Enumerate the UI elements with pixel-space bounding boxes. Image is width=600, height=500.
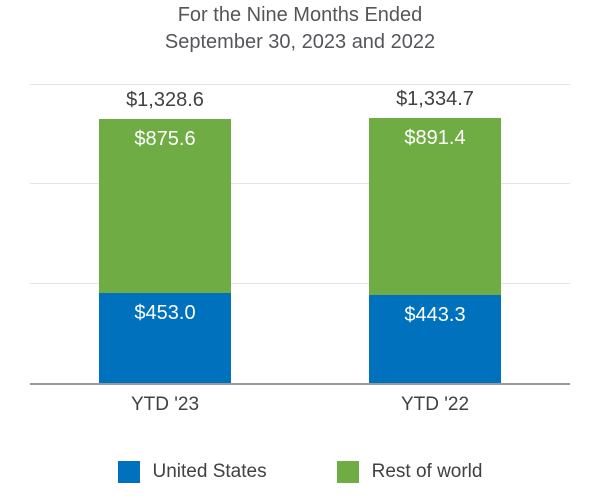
gridline: [30, 183, 570, 185]
legend-label-rest-of-world: Rest of world: [371, 461, 483, 482]
segment-value-label: $891.4: [404, 126, 466, 149]
total-label-ytd23: $1,328.6: [126, 89, 204, 112]
bar-group-ytd22: $1,334.7 $891.4 $443.3: [369, 85, 501, 383]
gridline: [30, 84, 570, 85]
bar-segment-united-states-ytd22: $443.3: [369, 294, 501, 383]
bar-segment-united-states-ytd23: $453.0: [99, 293, 231, 383]
segment-value-label: $443.3: [404, 303, 466, 326]
segment-value-label: $453.0: [134, 302, 196, 325]
plot-area: $1,328.6 $875.6 $453.0 $1,334.7 $891.4 $…: [30, 84, 570, 385]
chart-title: For the Nine Months Ended September 30, …: [0, 2, 600, 56]
bar-segment-rest-of-world-ytd22: $891.4: [369, 117, 501, 295]
total-label-ytd22: $1,334.7: [396, 87, 474, 110]
legend-item-rest-of-world: Rest of world: [336, 461, 483, 483]
bar-group-ytd23: $1,328.6 $875.6 $453.0: [99, 85, 231, 383]
segment-value-label: $875.6: [134, 128, 196, 151]
legend-swatch-united-states: [117, 461, 140, 483]
bar-ytd22: $891.4 $443.3: [369, 117, 501, 383]
legend: United States Rest of world: [0, 461, 600, 483]
gridline: [30, 282, 570, 284]
bar-segment-rest-of-world-ytd23: $875.6: [99, 119, 231, 294]
legend-item-united-states: United States: [117, 461, 267, 483]
x-axis-label-ytd22: YTD '22: [400, 394, 470, 415]
legend-label-united-states: United States: [152, 461, 267, 482]
x-axis-label-ytd23: YTD '23: [130, 394, 200, 415]
x-axis: YTD '23 YTD '22: [30, 394, 570, 420]
chart-title-line2: September 30, 2023 and 2022: [164, 31, 436, 53]
bar-ytd23: $875.6 $453.0: [99, 119, 231, 383]
chart-title-line1: For the Nine Months Ended: [177, 4, 423, 26]
legend-swatch-rest-of-world: [336, 461, 359, 483]
